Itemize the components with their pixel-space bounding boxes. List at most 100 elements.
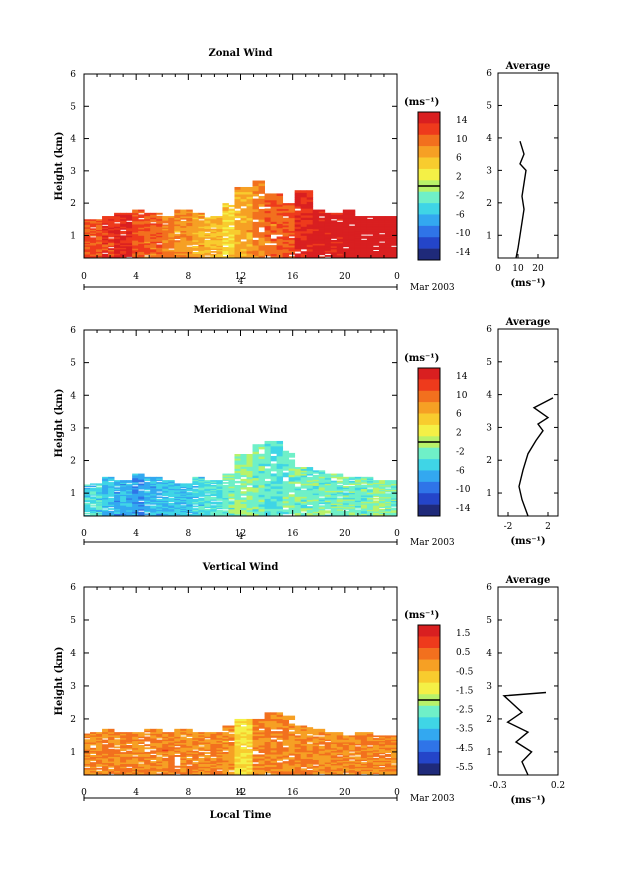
heatmap-cell: [264, 483, 271, 487]
colorbar-swatch: [418, 459, 440, 471]
heatmap-cell: [102, 245, 109, 248]
heatmap-cell: [348, 482, 356, 484]
heatmap-cell: [210, 773, 217, 776]
heatmap-cell: [90, 508, 97, 510]
heatmap-cell: [354, 479, 362, 482]
heatmap-cell: [390, 749, 398, 752]
heatmap-cell: [372, 237, 380, 239]
heatmap-cell: [252, 477, 259, 481]
heatmap-cell: [294, 199, 302, 202]
heatmap-cell: [168, 245, 175, 248]
heatmap-cell: [108, 765, 115, 768]
heatmap-cell: [258, 506, 265, 510]
heatmap-cell: [144, 491, 151, 493]
heatmap-cell: [342, 735, 350, 738]
month-label: Mar 2003: [410, 538, 455, 548]
heatmap-cell: [378, 502, 386, 505]
heatmap-cell: [240, 229, 247, 233]
heatmap-cell: [150, 756, 157, 759]
heatmap-cell: [126, 742, 133, 744]
heatmap-cell: [132, 753, 139, 756]
heatmap-cell: [186, 765, 193, 768]
heatmap-cell: [192, 251, 199, 254]
heatmap-cell: [132, 482, 139, 484]
heatmap-cell: [300, 470, 308, 473]
heatmap-cell: [354, 231, 362, 234]
heatmap-cell: [372, 227, 380, 230]
heatmap-cell: [366, 509, 374, 512]
heatmap-cell: [162, 231, 169, 234]
heatmap-cell: [324, 480, 332, 483]
heatmap-cell: [246, 476, 253, 480]
heatmap-cell: [300, 478, 308, 481]
heatmap-cell: [312, 509, 320, 512]
heatmap-cell: [198, 480, 205, 483]
heatmap-cell: [144, 247, 151, 250]
heatmap-cell: [126, 484, 133, 487]
heatmap-cell: [162, 499, 169, 501]
heatmap-cell: [288, 243, 296, 246]
heatmap-cell: [372, 493, 380, 495]
heatmap-cell: [90, 251, 97, 254]
heatmap-cell: [240, 746, 247, 750]
heatmap-cell: [336, 769, 344, 772]
heatmap-cell: [258, 180, 265, 184]
heatmap-cell: [282, 719, 290, 722]
colorbar-swatch: [418, 214, 440, 227]
heatmap-cell: [324, 499, 332, 501]
heatmap-cell: [216, 772, 223, 774]
heatmap-cell: [138, 209, 145, 212]
heatmap-cell: [342, 740, 350, 743]
heatmap-cell: [126, 488, 133, 491]
heatmap-cell: [264, 214, 271, 218]
heatmap-cell: [204, 763, 211, 766]
y-axis-label: Height (km): [54, 647, 65, 716]
x-tick-label: 12: [235, 529, 246, 539]
heatmap-cell: [378, 216, 386, 218]
heatmap-cell: [276, 230, 284, 233]
heatmap-cell: [288, 773, 296, 776]
heatmap-cell: [252, 250, 259, 254]
heatmap-cell: [210, 733, 217, 736]
heatmap-cell: [198, 476, 205, 479]
heatmap-cell: [264, 745, 271, 749]
heatmap-cell: [144, 751, 151, 754]
heatmap-cell: [300, 239, 308, 243]
heatmap-cell: [384, 227, 392, 230]
heatmap-cell: [138, 763, 145, 766]
heatmap-cell: [90, 219, 97, 221]
heatmap-cell: [348, 256, 356, 259]
heatmap-cell: [342, 249, 350, 252]
heatmap-cell: [228, 476, 235, 479]
heatmap-cell: [84, 739, 91, 742]
heatmap-cell: [198, 485, 205, 488]
heatmap-cell: [156, 501, 163, 504]
heatmap-cell: [264, 238, 271, 242]
heatmap-cell: [342, 482, 350, 484]
heatmap-cell: [246, 732, 253, 735]
heatmap-cell: [126, 507, 133, 510]
heatmap-cell: [390, 484, 398, 487]
heatmap-cell: [210, 740, 217, 743]
heatmap-cell: [282, 234, 290, 237]
heatmap-cell: [282, 496, 290, 499]
heatmap-cell: [354, 753, 362, 756]
heatmap-cell: [378, 246, 386, 249]
heatmap-cell: [252, 247, 259, 251]
heatmap-cell: [156, 753, 163, 756]
heatmap-cell: [180, 748, 187, 751]
heatmap-cell: [126, 247, 133, 250]
heatmap-cell: [120, 226, 127, 229]
heatmap-cell: [348, 235, 356, 238]
heatmap-cell: [228, 737, 235, 740]
heatmap-cell: [198, 251, 205, 254]
heatmap-cell: [96, 743, 103, 746]
heatmap-cell: [390, 735, 398, 738]
heatmap-cell: [204, 482, 211, 485]
heatmap-cell: [144, 730, 151, 733]
heatmap-cell: [246, 507, 253, 511]
heatmap-cell: [144, 497, 151, 500]
heatmap-cell: [132, 496, 139, 499]
heatmap-cell: [132, 770, 139, 773]
heatmap-cell: [378, 764, 386, 767]
